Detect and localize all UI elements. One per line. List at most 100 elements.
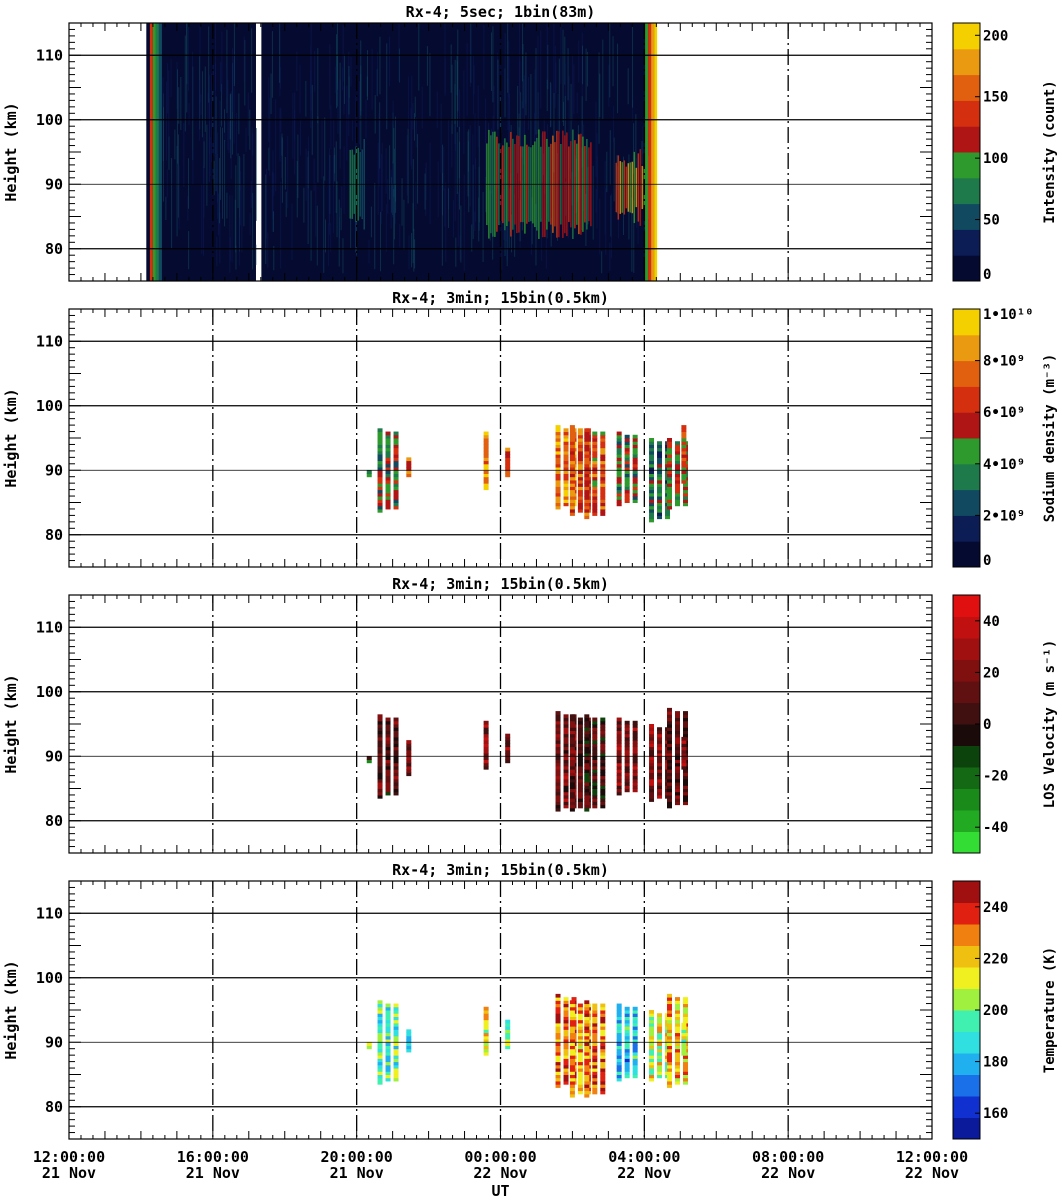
data-cell [681, 470, 687, 474]
data-cell [483, 756, 489, 760]
colorbar-segment [953, 967, 980, 989]
intensity-streak [565, 181, 567, 216]
data-cell [592, 736, 598, 741]
intensity-streak [414, 239, 416, 269]
data-cell [584, 499, 590, 503]
data-cell [681, 1051, 687, 1056]
colorbar-tick-label: 240 [983, 900, 1008, 916]
data-cell [385, 1039, 391, 1043]
data-cell [563, 801, 569, 806]
data-cell [649, 730, 655, 735]
data-cell [406, 1039, 412, 1043]
data-cell [555, 1039, 561, 1043]
data-cell [683, 483, 689, 487]
data-cell [563, 997, 569, 1001]
data-cell [563, 502, 569, 507]
data-cell [675, 1022, 681, 1027]
data-cell [675, 489, 681, 494]
data-cell [377, 1029, 383, 1034]
data-cell [584, 1055, 590, 1059]
data-cell [377, 769, 383, 773]
intensity-streak [454, 83, 456, 124]
data-cell [563, 1003, 569, 1008]
data-cell [657, 512, 663, 516]
data-cell [406, 772, 412, 777]
data-cell [563, 778, 569, 783]
intensity-streak [271, 31, 273, 98]
intensity-column [621, 162, 624, 213]
data-cell [592, 1074, 598, 1079]
intensity-streak [208, 26, 210, 103]
data-cell [577, 753, 583, 757]
intensity-streak [478, 197, 480, 242]
data-cell [657, 1013, 663, 1017]
intensity-streak [201, 71, 203, 138]
intensity-streak [392, 100, 394, 125]
intensity-streak [199, 79, 201, 141]
data-cell [483, 467, 489, 471]
data-cell [675, 463, 681, 468]
data-cell [377, 756, 383, 760]
data-cell [632, 1016, 638, 1021]
data-cell [584, 457, 590, 462]
intensity-streak [305, 80, 307, 117]
intensity-streak [228, 121, 230, 153]
data-cell [385, 496, 391, 500]
intensity-streak [389, 145, 391, 200]
data-cell [649, 1045, 655, 1050]
data-cell [584, 714, 590, 719]
data-cell [584, 756, 590, 760]
data-cell [563, 483, 569, 487]
data-cell [555, 457, 561, 462]
data-cell [563, 736, 569, 741]
data-cell [584, 479, 590, 484]
data-cell [649, 1042, 655, 1046]
data-cell [657, 791, 663, 796]
data-cell [563, 438, 569, 442]
intensity-streak [209, 98, 211, 182]
intensity-streak [247, 92, 249, 136]
data-cell [483, 749, 489, 754]
data-cell [555, 791, 561, 796]
data-cell [667, 1022, 673, 1027]
data-cell [683, 486, 689, 491]
data-cell [675, 1013, 681, 1017]
data-cell [592, 769, 598, 773]
data-cell [555, 1016, 561, 1021]
y-axis-label: Height (km) [2, 674, 20, 773]
data-cell [555, 428, 561, 433]
data-cell [632, 749, 638, 754]
colorbar-tick-label: 20 [983, 665, 1000, 681]
intensity-streak [622, 156, 624, 236]
data-cell [681, 753, 687, 757]
data-cell [624, 1058, 630, 1063]
data-cell [657, 473, 663, 478]
data-cell [377, 457, 383, 462]
intensity-streak [279, 107, 281, 162]
data-cell [657, 753, 663, 757]
data-cell [366, 1045, 372, 1050]
data-cell [667, 1003, 673, 1008]
data-cell [600, 1045, 606, 1050]
data-cell [657, 778, 663, 783]
data-cell [377, 492, 383, 497]
data-cell [584, 1068, 590, 1072]
data-cell [563, 1006, 569, 1011]
data-cell [569, 499, 575, 503]
intensity-streak [385, 148, 387, 194]
data-cell [624, 1029, 630, 1034]
intensity-streak [174, 129, 176, 160]
data-cell [563, 486, 569, 491]
data-cell [675, 736, 681, 741]
data-cell [393, 1042, 399, 1046]
data-cell [377, 762, 383, 767]
data-cell [675, 740, 681, 744]
intensity-streak [394, 116, 396, 202]
data-cell [600, 450, 606, 455]
data-cell [600, 1032, 606, 1037]
data-cell [385, 1026, 391, 1030]
intensity-streak [475, 158, 477, 222]
data-cell [555, 467, 561, 471]
intensity-streak [273, 245, 275, 271]
intensity-streak [280, 108, 282, 133]
